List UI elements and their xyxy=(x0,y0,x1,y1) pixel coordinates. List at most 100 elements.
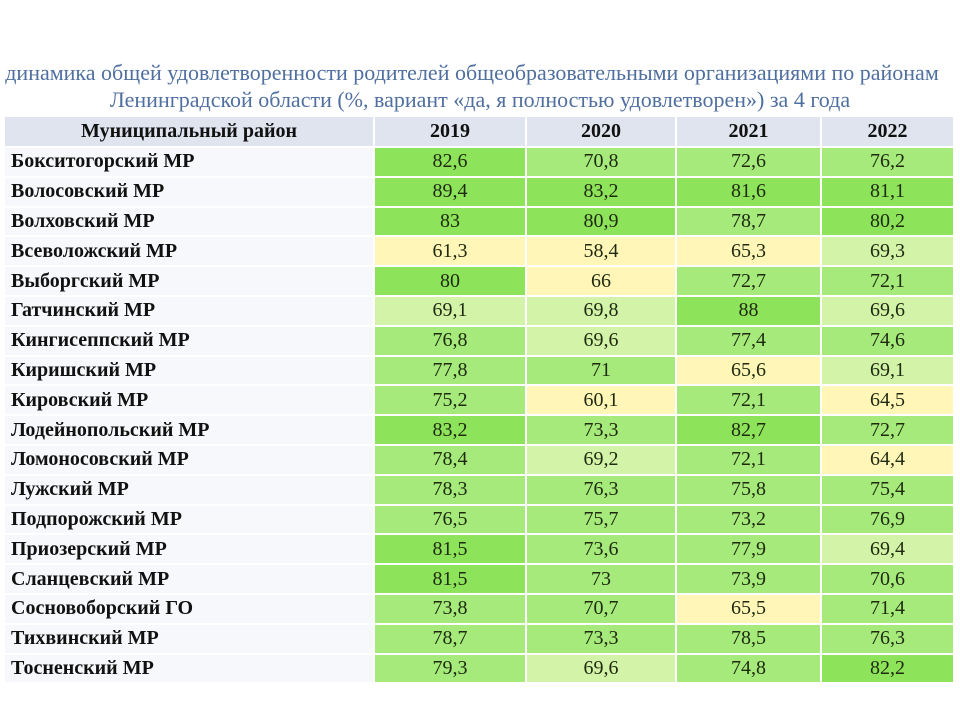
value-cell-2020: 73,3 xyxy=(527,416,677,444)
district-name: Сланцевский МР xyxy=(5,565,375,593)
value-cell-2022: 74,6 xyxy=(822,326,955,355)
value-cell-2020: 66 xyxy=(527,267,677,295)
value-cell-2019: 69,1 xyxy=(375,296,527,325)
table-row: Тихвинский МР 78,7 73,3 78,5 76,3 xyxy=(5,624,955,653)
value-cell-2019: 89,4 xyxy=(375,177,527,206)
district-name: Гатчинский МР xyxy=(5,296,375,325)
value-cell-2022: 72,1 xyxy=(822,267,955,295)
value-cell-2021: 72,1 xyxy=(677,445,822,474)
table-row: Волосовский МР 89,4 83,2 81,6 81,1 xyxy=(5,177,955,206)
value-cell-2022: 75,4 xyxy=(822,475,955,504)
header-2022: 2022 xyxy=(822,117,955,146)
table-row: Лужский МР 78,3 76,3 75,8 75,4 xyxy=(5,475,955,504)
value-cell-2022: 76,9 xyxy=(822,505,955,534)
value-cell-2020: 58,4 xyxy=(527,237,677,266)
value-cell-2021: 72,1 xyxy=(677,386,822,415)
table-row: Подпорожский МР 76,5 75,7 73,2 76,9 xyxy=(5,505,955,534)
district-name: Киришский МР xyxy=(5,356,375,385)
value-cell-2022: 64,5 xyxy=(822,386,955,415)
value-cell-2022: 72,7 xyxy=(822,416,955,444)
value-cell-2020: 76,3 xyxy=(527,475,677,504)
table-title-line-1: динамика общей удовлетворенности родител… xyxy=(5,60,939,85)
table-row: Тосненский МР 79,3 69,6 74,8 82,2 xyxy=(5,654,955,683)
header-district: Муниципальный район xyxy=(5,117,375,146)
district-name: Кировский МР xyxy=(5,386,375,415)
value-cell-2019: 76,8 xyxy=(375,326,527,355)
value-cell-2021: 78,5 xyxy=(677,624,822,653)
value-cell-2019: 80 xyxy=(375,267,527,295)
table-row: Гатчинский МР 69,1 69,8 88 69,6 xyxy=(5,296,955,325)
district-name: Волосовский МР xyxy=(5,177,375,206)
value-cell-2022: 82,2 xyxy=(822,654,955,683)
value-cell-2019: 79,3 xyxy=(375,654,527,683)
value-cell-2022: 80,2 xyxy=(822,207,955,236)
value-cell-2021: 65,6 xyxy=(677,356,822,385)
value-cell-2021: 78,7 xyxy=(677,207,822,236)
table-row: Кировский МР 75,2 60,1 72,1 64,5 xyxy=(5,386,955,415)
district-name: Кингисеппский МР xyxy=(5,326,375,355)
value-cell-2020: 60,1 xyxy=(527,386,677,415)
table-row: Сланцевский МР 81,5 73 73,9 70,6 xyxy=(5,565,955,593)
value-cell-2019: 82,6 xyxy=(375,148,527,176)
table-row: Сосновоборский ГО 73,8 70,7 65,5 71,4 xyxy=(5,594,955,623)
value-cell-2020: 75,7 xyxy=(527,505,677,534)
district-name: Всеволожский МР xyxy=(5,237,375,266)
value-cell-2021: 65,5 xyxy=(677,594,822,623)
satisfaction-table: Муниципальный район 2019 2020 2021 2022 … xyxy=(5,115,955,684)
value-cell-2019: 75,2 xyxy=(375,386,527,415)
value-cell-2022: 76,3 xyxy=(822,624,955,653)
table-row: Бокситогорский МР 82,6 70,8 72,6 76,2 xyxy=(5,148,955,176)
value-cell-2021: 82,7 xyxy=(677,416,822,444)
value-cell-2019: 73,8 xyxy=(375,594,527,623)
value-cell-2021: 65,3 xyxy=(677,237,822,266)
table-row: Волховский МР 83 80,9 78,7 80,2 xyxy=(5,207,955,236)
value-cell-2020: 73 xyxy=(527,565,677,593)
value-cell-2020: 80,9 xyxy=(527,207,677,236)
value-cell-2022: 69,3 xyxy=(822,237,955,266)
district-name: Приозерский МР xyxy=(5,535,375,564)
header-2019: 2019 xyxy=(375,117,527,146)
value-cell-2020: 70,7 xyxy=(527,594,677,623)
value-cell-2021: 73,2 xyxy=(677,505,822,534)
value-cell-2020: 69,6 xyxy=(527,654,677,683)
value-cell-2019: 77,8 xyxy=(375,356,527,385)
value-cell-2022: 69,4 xyxy=(822,535,955,564)
value-cell-2021: 72,6 xyxy=(677,148,822,176)
table-row: Кингисеппский МР 76,8 69,6 77,4 74,6 xyxy=(5,326,955,355)
table-row: Выборгский МР 80 66 72,7 72,1 xyxy=(5,267,955,295)
value-cell-2021: 72,7 xyxy=(677,267,822,295)
value-cell-2020: 73,6 xyxy=(527,535,677,564)
district-name: Ломоносовский МР xyxy=(5,445,375,474)
header-row: Муниципальный район 2019 2020 2021 2022 xyxy=(5,117,955,146)
value-cell-2019: 83 xyxy=(375,207,527,236)
district-name: Лодейнопольский МР xyxy=(5,416,375,444)
value-cell-2021: 81,6 xyxy=(677,177,822,206)
district-name: Бокситогорский МР xyxy=(5,148,375,176)
table-row: Лодейнопольский МР 83,2 73,3 82,7 72,7 xyxy=(5,416,955,444)
district-name: Подпорожский МР xyxy=(5,505,375,534)
value-cell-2020: 73,3 xyxy=(527,624,677,653)
table-row: Всеволожский МР 61,3 58,4 65,3 69,3 xyxy=(5,237,955,266)
table-row: Киришский МР 77,8 71 65,6 69,1 xyxy=(5,356,955,385)
value-cell-2020: 69,8 xyxy=(527,296,677,325)
district-name: Лужский МР xyxy=(5,475,375,504)
district-name: Волховский МР xyxy=(5,207,375,236)
value-cell-2019: 81,5 xyxy=(375,535,527,564)
value-cell-2019: 83,2 xyxy=(375,416,527,444)
value-cell-2022: 69,1 xyxy=(822,356,955,385)
value-cell-2021: 75,8 xyxy=(677,475,822,504)
value-cell-2019: 78,4 xyxy=(375,445,527,474)
table-title-line-2: Ленинградской области (%, вариант «да, я… xyxy=(109,87,851,112)
value-cell-2021: 74,8 xyxy=(677,654,822,683)
value-cell-2022: 81,1 xyxy=(822,177,955,206)
value-cell-2019: 81,5 xyxy=(375,565,527,593)
district-name: Сосновоборский ГО xyxy=(5,594,375,623)
value-cell-2022: 71,4 xyxy=(822,594,955,623)
district-name: Выборгский МР xyxy=(5,267,375,295)
value-cell-2019: 78,3 xyxy=(375,475,527,504)
value-cell-2021: 73,9 xyxy=(677,565,822,593)
value-cell-2020: 83,2 xyxy=(527,177,677,206)
district-name: Тихвинский МР xyxy=(5,624,375,653)
value-cell-2019: 78,7 xyxy=(375,624,527,653)
district-name: Тосненский МР xyxy=(5,654,375,683)
